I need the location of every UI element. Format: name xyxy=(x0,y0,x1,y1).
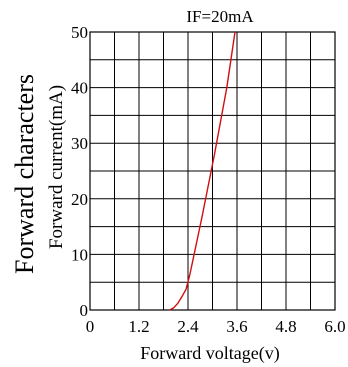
x-axis-label: Forward voltage(v) xyxy=(140,343,279,364)
grid xyxy=(90,32,335,310)
x-tick-label: 6.0 xyxy=(324,317,345,336)
y-tick-label: 50 xyxy=(71,23,88,42)
y-axis-label: Forward current(mA) xyxy=(46,85,67,249)
x-tick-label: 0 xyxy=(86,317,95,336)
side-title: Forward characters xyxy=(10,74,39,274)
x-tick-label: 1.2 xyxy=(128,317,149,336)
y-tick-label: 10 xyxy=(71,245,88,264)
y-tick-label: 0 xyxy=(80,301,89,320)
plot-frame xyxy=(89,31,336,311)
x-tick-label: 4.8 xyxy=(275,317,296,336)
y-tick-labels: 0 10 20 30 40 50 xyxy=(71,23,88,320)
x-tick-labels: 0 1.2 2.4 3.6 4.8 6.0 xyxy=(86,317,346,336)
y-tick-label: 30 xyxy=(71,134,88,153)
y-tick-label: 40 xyxy=(71,79,88,98)
chart-title: IF=20mA xyxy=(186,7,254,26)
x-tick-label: 2.4 xyxy=(177,317,199,336)
x-tick-label: 3.6 xyxy=(226,317,247,336)
y-tick-label: 20 xyxy=(71,190,88,209)
series-layer xyxy=(169,31,236,311)
forward-curve-series-1 xyxy=(169,31,236,311)
